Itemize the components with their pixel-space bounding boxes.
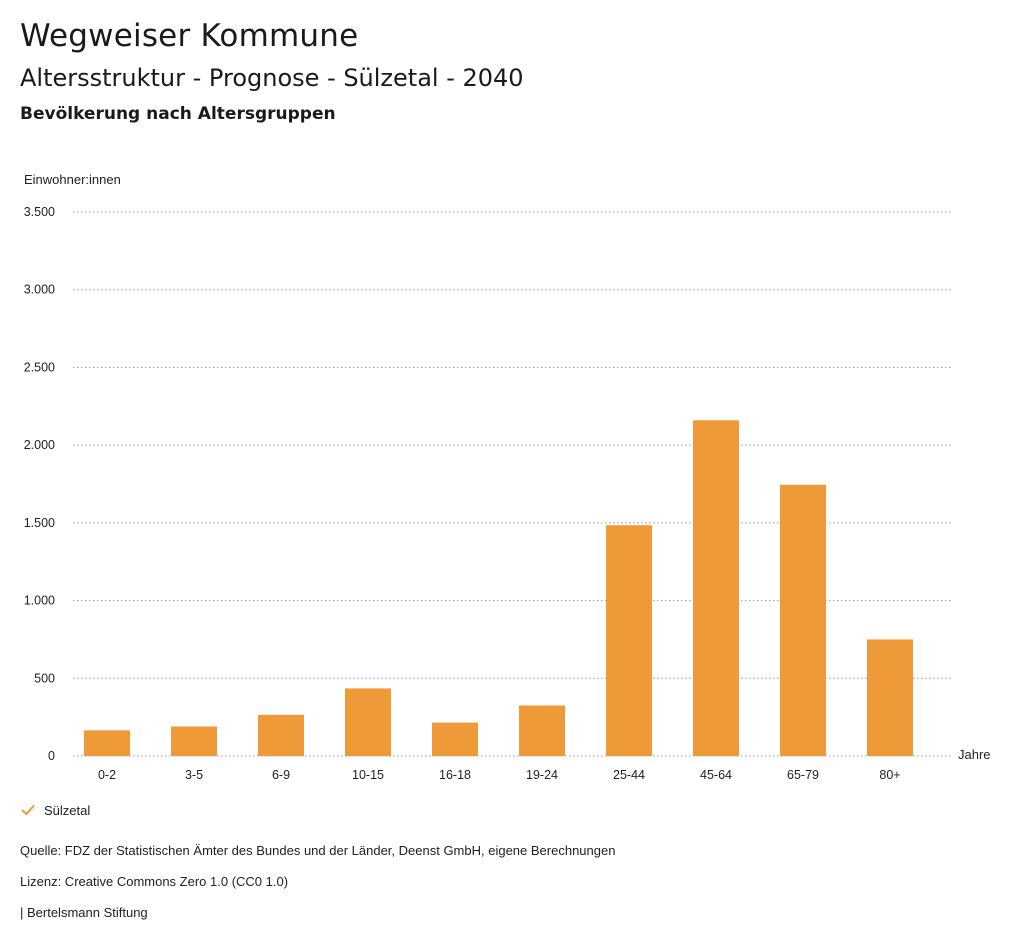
bar-0-2[interactable] xyxy=(84,730,130,756)
x-tick-label: 19-24 xyxy=(526,768,558,782)
x-tick-label: 16-18 xyxy=(439,768,471,782)
x-tick-label: 65-79 xyxy=(787,768,819,782)
page-title: Wegweiser Kommune xyxy=(20,18,359,54)
y-tick-label: 2.000 xyxy=(24,438,55,452)
bar-45-64[interactable] xyxy=(693,420,739,756)
legend-label: Sülzetal xyxy=(44,802,91,818)
bar-chart: Einwohner:innen 0 500 1.000 1.500 2.000 2.500… xyxy=(24,172,991,782)
license-note: Lizenz: Creative Commons Zero 1.0 (CC0 1… xyxy=(20,874,289,889)
bar-16-18[interactable] xyxy=(432,722,478,756)
bar-65-79[interactable] xyxy=(780,484,826,756)
bar-25-44[interactable] xyxy=(606,525,652,756)
chart-subtitle: Altersstruktur - Prognose - Sülzetal - 2… xyxy=(20,64,524,92)
publisher-note: | Bertelsmann Stiftung xyxy=(20,905,148,920)
y-tick-label: 1.000 xyxy=(24,594,55,608)
bar-19-24[interactable] xyxy=(519,705,565,756)
x-tick-label: 10-15 xyxy=(352,768,384,782)
y-tick-label: 500 xyxy=(34,671,55,685)
source-note: Quelle: FDZ der Statistischen Ämter des … xyxy=(20,843,616,858)
y-tick-label: 2.500 xyxy=(24,360,55,374)
y-axis-label: Einwohner:innen xyxy=(24,172,121,187)
x-tick-label: 80+ xyxy=(879,768,900,782)
bar-3-5[interactable] xyxy=(171,726,217,756)
bars xyxy=(84,420,913,756)
chart-subheading: Bevölkerung nach Altersgruppen xyxy=(20,104,336,124)
bar-6-9[interactable] xyxy=(258,714,304,756)
check-icon xyxy=(21,805,35,815)
bar-80+[interactable] xyxy=(867,639,913,756)
y-tick-label: 1.500 xyxy=(24,516,55,530)
y-tick-label: 3.500 xyxy=(24,205,55,219)
x-tick-label: 6-9 xyxy=(272,768,290,782)
y-tick-labels: 0 500 1.000 1.500 2.000 2.500 3.000 3.500 xyxy=(24,205,55,763)
x-tick-label: 25-44 xyxy=(613,768,645,782)
x-tick-label: 45-64 xyxy=(700,768,732,782)
x-tick-labels: 0-2 3-5 6-9 10-15 16-18 19-24 25-44 45-64 65-79 8… xyxy=(98,768,901,782)
x-axis-label: Jahre xyxy=(958,747,991,762)
y-tick-label: 0 xyxy=(48,749,55,763)
legend-item-suelzetal[interactable]: Sülzetal xyxy=(20,802,90,818)
x-tick-label: 3-5 xyxy=(185,768,203,782)
bar-10-15[interactable] xyxy=(345,688,391,756)
y-tick-label: 3.000 xyxy=(24,283,55,297)
x-tick-label: 0-2 xyxy=(98,768,116,782)
